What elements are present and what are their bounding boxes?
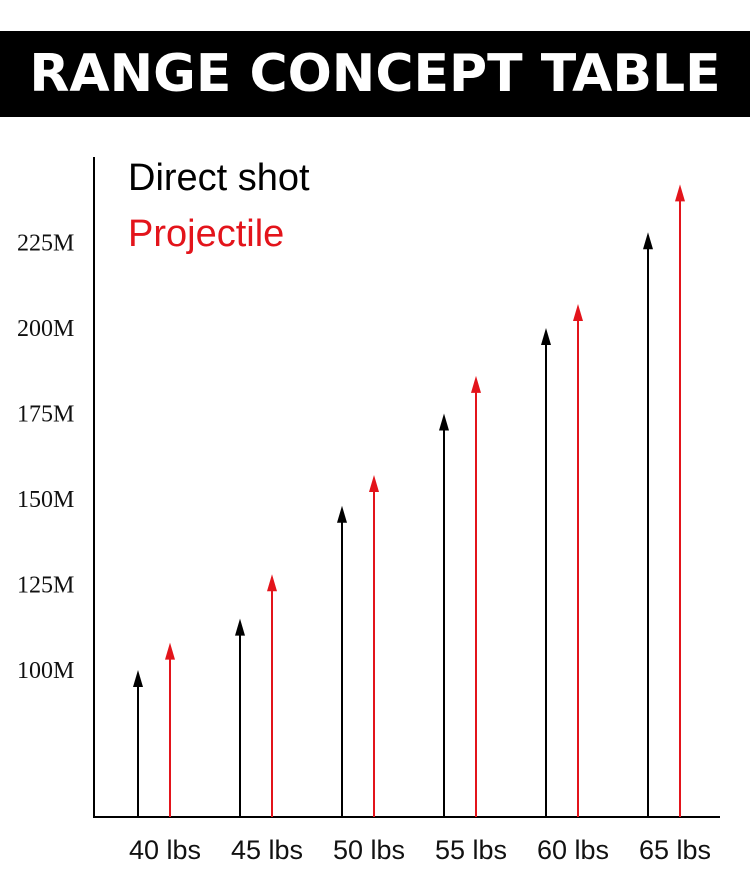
- projectile-arrow: [471, 375, 481, 817]
- direct-shot-arrow: [643, 232, 653, 817]
- direct-shot-arrow: [541, 327, 551, 817]
- data-arrows: [133, 184, 685, 817]
- direct-shot-arrow: [133, 669, 143, 817]
- projectile-arrow: [369, 475, 379, 817]
- projectile-arrow: [165, 642, 175, 817]
- page-title: RANGE CONCEPT TABLE: [29, 44, 721, 104]
- arrow-head: [439, 413, 449, 431]
- arrow-head: [337, 505, 347, 523]
- legend-item-projectile: Projectile: [128, 213, 284, 255]
- x-category-label: 60 lbs: [537, 835, 609, 865]
- x-category-label: 55 lbs: [435, 835, 507, 865]
- legend: Direct shot Projectile: [128, 157, 310, 255]
- direct-shot-arrow: [439, 413, 449, 817]
- y-tick-label: 100M: [17, 658, 74, 684]
- x-category-label: 45 lbs: [231, 835, 303, 865]
- y-tick-label: 200M: [17, 316, 74, 342]
- arrow-head: [267, 574, 277, 592]
- direct-shot-arrow: [337, 505, 347, 817]
- x-category-label: 65 lbs: [639, 835, 711, 865]
- projectile-arrow: [675, 184, 685, 817]
- x-category-labels: 40 lbs 45 lbs 50 lbs 55 lbs 60 lbs 65 lbs: [129, 835, 711, 865]
- arrow-head: [369, 475, 379, 493]
- arrow-head: [235, 618, 245, 636]
- arrow-head: [541, 327, 551, 345]
- y-tick-label: 150M: [17, 487, 74, 513]
- legend-item-direct-shot: Direct shot: [128, 157, 310, 199]
- x-category-label: 50 lbs: [333, 835, 405, 865]
- arrow-head: [643, 232, 653, 250]
- arrow-head: [573, 304, 583, 322]
- y-tick-labels: 100M 125M 150M 175M 200M 225M: [17, 230, 74, 683]
- arrow-head: [133, 669, 143, 687]
- x-category-label: 40 lbs: [129, 835, 201, 865]
- direct-shot-arrow: [235, 618, 245, 817]
- arrow-head: [471, 375, 481, 393]
- title-banner: RANGE CONCEPT TABLE: [0, 31, 750, 117]
- projectile-arrow: [573, 304, 583, 817]
- y-tick-label: 225M: [17, 230, 74, 256]
- arrow-head: [675, 184, 685, 202]
- y-tick-label: 175M: [17, 401, 74, 427]
- arrow-head: [165, 642, 175, 660]
- projectile-arrow: [267, 574, 277, 817]
- y-tick-label: 125M: [17, 572, 74, 598]
